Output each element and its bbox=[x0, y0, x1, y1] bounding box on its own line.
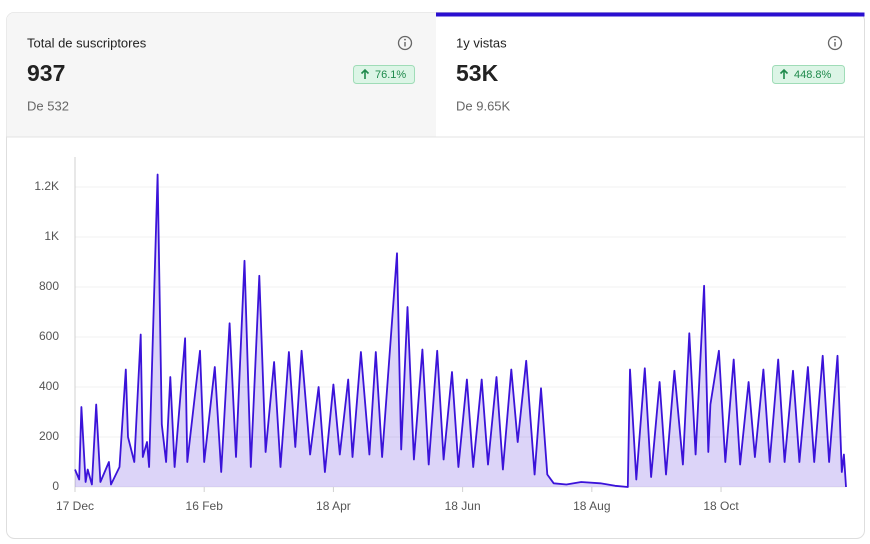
card-value: 53K bbox=[456, 60, 499, 86]
change-text: 76.1% bbox=[375, 69, 406, 81]
arrow-up bbox=[360, 68, 370, 79]
info-icon[interactable] bbox=[397, 35, 413, 51]
y-tick-label: 200 bbox=[39, 429, 59, 443]
y-tick-label: 800 bbox=[39, 279, 59, 293]
y-tick-label: 600 bbox=[39, 329, 59, 343]
info-icon[interactable] bbox=[827, 35, 843, 51]
x-tick-label: 18 Oct bbox=[703, 499, 739, 513]
x-tick-label: 18 Apr bbox=[316, 499, 351, 513]
x-tick-label: 17 Dec bbox=[56, 499, 94, 513]
card-previous: De 9.65K bbox=[456, 98, 511, 113]
chart: 0 200 400 600 800 1K 1.2K 17 Dec 16 Feb 18 Apr 18 … bbox=[34, 157, 847, 513]
card-previous: De 532 bbox=[27, 98, 69, 113]
change-badge bbox=[353, 65, 415, 84]
card-value: 937 bbox=[27, 60, 65, 86]
y-tick-label: 0 bbox=[52, 479, 59, 493]
arrow-up bbox=[779, 68, 789, 79]
y-tick-label: 400 bbox=[39, 379, 59, 393]
x-tick-label: 18 Jun bbox=[445, 499, 481, 513]
tab-inactive[interactable] bbox=[6, 12, 437, 138]
y-tick-label: 1.2K bbox=[34, 179, 59, 193]
card-label: Total de suscriptores bbox=[27, 35, 147, 50]
change-text: 448.8% bbox=[794, 69, 832, 81]
y-tick-label: 1K bbox=[44, 229, 59, 243]
tab-active-bar[interactable] bbox=[436, 12, 865, 17]
x-tick-label: 18 Aug bbox=[573, 499, 610, 513]
x-tick-label: 16 Feb bbox=[186, 499, 224, 513]
card-label: 1y vistas bbox=[456, 35, 507, 50]
line bbox=[74, 173, 847, 488]
change-badge bbox=[772, 65, 845, 84]
